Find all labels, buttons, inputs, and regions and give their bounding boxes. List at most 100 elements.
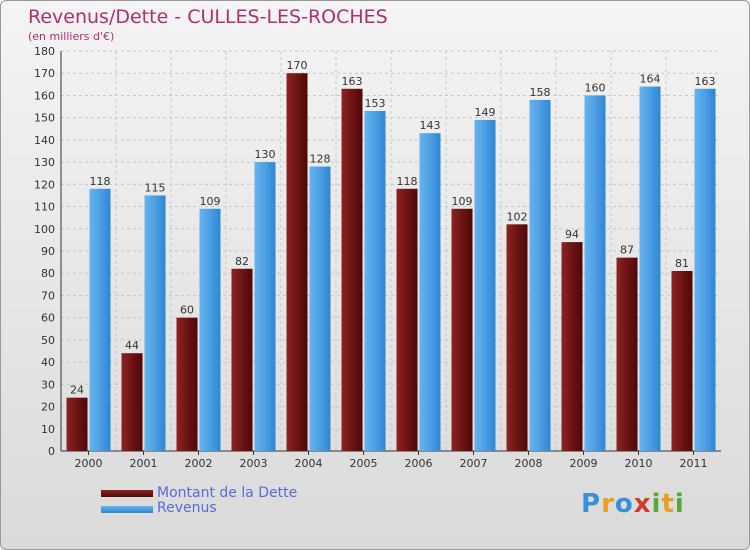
value-label-revenus-2005: 153 xyxy=(365,97,386,110)
value-label-revenus-2006: 143 xyxy=(420,119,441,132)
bar-revenus-2009 xyxy=(584,95,606,451)
value-label-dette-2003: 82 xyxy=(235,255,249,268)
y-tick-label-20: 20 xyxy=(41,401,55,414)
y-tick-label-160: 160 xyxy=(34,89,55,102)
legend-label-dette: Montant de la Dette xyxy=(157,485,298,501)
value-label-revenus-2007: 149 xyxy=(475,106,496,119)
y-tick-label-140: 140 xyxy=(34,134,55,147)
legend-swatch-dette xyxy=(101,490,153,497)
value-label-dette-2002: 60 xyxy=(180,304,194,317)
bar-revenus-2007 xyxy=(474,119,496,451)
value-label-dette-2010: 87 xyxy=(620,244,634,257)
y-tick-label-130: 130 xyxy=(34,156,55,169)
bar-revenus-2006 xyxy=(419,133,441,451)
bar-revenus-2008 xyxy=(529,99,551,451)
axes xyxy=(60,51,721,455)
y-tick-label-60: 60 xyxy=(41,312,55,325)
value-labels: 2411844115601098213017012816315311814310… xyxy=(70,59,716,396)
y-tick-label-40: 40 xyxy=(41,356,55,369)
bar-revenus-2003 xyxy=(254,162,276,451)
chart-subtitle: (en milliers d'€) xyxy=(28,30,115,43)
bar-revenus-2010 xyxy=(639,86,661,452)
bar-dette-2004 xyxy=(286,73,308,451)
value-label-dette-2005: 163 xyxy=(342,75,363,88)
legend-swatch-revenus xyxy=(101,506,153,513)
y-tick-label-180: 180 xyxy=(34,45,55,58)
value-label-revenus-2010: 164 xyxy=(640,73,661,86)
value-label-revenus-2001: 115 xyxy=(145,181,166,194)
value-label-revenus-2009: 160 xyxy=(585,81,606,94)
logo-letter-5: t xyxy=(661,489,675,519)
value-label-dette-2007: 109 xyxy=(452,195,473,208)
bar-revenus-2005 xyxy=(364,111,386,451)
logo-letter-0: P xyxy=(581,489,602,519)
bar-dette-2002 xyxy=(176,317,198,451)
value-label-dette-2004: 170 xyxy=(287,59,308,72)
y-tick-label-100: 100 xyxy=(34,223,55,236)
value-label-revenus-2000: 118 xyxy=(90,175,111,188)
grid-lines xyxy=(61,50,721,451)
x-tick-label-2005: 2005 xyxy=(350,457,378,470)
value-label-dette-2008: 102 xyxy=(507,210,528,223)
value-label-revenus-2011: 163 xyxy=(695,75,716,88)
value-label-dette-2009: 94 xyxy=(565,228,579,241)
bar-revenus-2002 xyxy=(199,208,221,451)
bar-dette-2005 xyxy=(341,88,363,452)
legend-label-revenus: Revenus xyxy=(157,500,217,516)
bar-revenus-2004 xyxy=(309,166,331,452)
bar-dette-2011 xyxy=(671,271,693,451)
bar-dette-2006 xyxy=(396,188,418,451)
bars xyxy=(66,73,716,452)
x-tick-label-2010: 2010 xyxy=(625,457,653,470)
bar-dette-2003 xyxy=(231,268,253,451)
x-tick-label-2009: 2009 xyxy=(570,457,598,470)
bar-dette-2001 xyxy=(121,353,143,451)
x-tick-label-2002: 2002 xyxy=(185,457,213,470)
value-label-revenus-2002: 109 xyxy=(200,195,221,208)
x-tick-label-2006: 2006 xyxy=(405,457,433,470)
y-tick-label-0: 0 xyxy=(48,445,55,458)
value-label-revenus-2003: 130 xyxy=(255,148,276,161)
bar-dette-2010 xyxy=(616,257,638,451)
value-label-dette-2000: 24 xyxy=(70,384,84,397)
value-label-revenus-2008: 158 xyxy=(530,86,551,99)
logo-letter-6: i xyxy=(674,489,685,519)
y-tick-label-80: 80 xyxy=(41,267,55,280)
bar-dette-2009 xyxy=(561,242,583,451)
y-tick-label-30: 30 xyxy=(41,378,55,391)
x-tick-label-2008: 2008 xyxy=(515,457,543,470)
logo-letter-1: r xyxy=(601,489,615,519)
y-tick-label-170: 170 xyxy=(34,67,55,80)
bar-revenus-2011 xyxy=(694,88,716,452)
bar-revenus-2000 xyxy=(89,188,111,451)
x-tick-label-2003: 2003 xyxy=(240,457,268,470)
bar-revenus-2001 xyxy=(144,195,166,451)
chart-title: Revenus/Dette - CULLES-LES-ROCHES xyxy=(28,6,388,28)
y-tick-label-50: 50 xyxy=(41,334,55,347)
bar-dette-2007 xyxy=(451,208,473,451)
value-label-revenus-2004: 128 xyxy=(310,153,331,166)
x-tick-label-2001: 2001 xyxy=(130,457,158,470)
logo-letter-2: o xyxy=(614,489,634,519)
x-tick-label-2000: 2000 xyxy=(75,457,103,470)
x-tick-label-2011: 2011 xyxy=(680,457,708,470)
y-tick-label-10: 10 xyxy=(41,423,55,436)
y-tick-label-150: 150 xyxy=(34,112,55,125)
value-label-dette-2001: 44 xyxy=(125,339,139,352)
bar-dette-2008 xyxy=(506,224,528,451)
y-tick-label-70: 70 xyxy=(41,289,55,302)
logo-letter-4: i xyxy=(651,489,662,519)
value-label-dette-2011: 81 xyxy=(675,257,689,270)
y-tick-label-90: 90 xyxy=(41,245,55,258)
y-tick-label-120: 120 xyxy=(34,178,55,191)
x-tick-label-2007: 2007 xyxy=(460,457,488,470)
tick-labels: 0 10 20 30 40 50 60 70 80 90 100 110 120 130 140 150 160… xyxy=(34,45,708,470)
logo-letter-3: x xyxy=(633,489,652,519)
x-tick-label-2004: 2004 xyxy=(295,457,323,470)
bar-dette-2000 xyxy=(66,397,88,451)
y-tick-label-110: 110 xyxy=(34,201,55,214)
value-label-dette-2006: 118 xyxy=(397,175,418,188)
proxiti-logo: Proxiti xyxy=(581,489,685,519)
